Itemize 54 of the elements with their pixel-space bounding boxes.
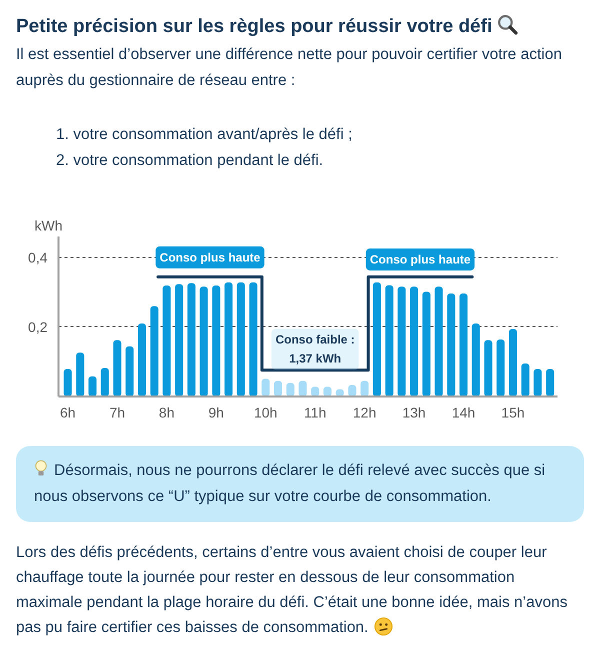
bar [88,376,97,396]
bar [76,352,84,396]
bar [398,286,406,396]
x-tick-label: 7h [109,404,126,420]
chart-title: Petite précision sur les règles pour réussir votre défi [15,15,494,39]
y-tick-label: 0,4 [28,249,48,266]
annotation: Conso plus haute [370,252,471,266]
x-tick-label: 15h [501,404,525,420]
bar [521,363,530,396]
text: 2. votre consommation pendant le défi. [56,151,324,171]
text: Lors des défis précédents, certains d’entre vous avaient choisi de couper leur chauffage toute la journée pour rester en dessous de leur consommation maximale pendant la plage horaire du défi. C’était une bonne idée, mais n’avons pas pu faire certifier ces baisses de consommation. [16,543,568,638]
x-tick-label: 14h [452,404,476,420]
bar [447,294,456,396]
bar [249,282,258,396]
bar [372,282,381,396]
bar [64,369,72,396]
text: 1. votre consommation avant/après le défi ; [56,125,354,145]
bar [224,282,233,396]
bar [236,282,245,396]
bar [459,294,468,396]
bar [150,306,158,396]
bar [496,339,505,396]
bar [100,368,109,396]
bar [410,286,418,396]
bar [508,329,517,396]
bar [212,286,220,396]
bar [385,285,394,396]
x-tick-label: 10h [254,404,278,420]
annotation: Conso faible : 1,37 kWh [275,332,355,366]
text: Désormais, nous ne pourrons déclarer le défi relevé avec succès que si nous observons ce “U” typique sur votre courbe de consommation. [16,446,584,522]
bar [187,283,196,396]
bar [162,286,171,396]
bar [546,369,554,396]
bar [534,369,542,396]
x-tick-label: 8h [158,404,174,420]
x-tick-label: 9h [208,404,224,420]
bar [484,340,492,396]
y-axis-title: kWh [34,218,62,234]
y-tick-label: 0,2 [28,318,48,335]
bar [434,286,443,396]
bar [200,286,208,396]
chart-subtitle: Il est essentiel d’observer une différence nette pour pouvoir certifier votre action auprès du gestionnaire de réseau entre : [15,45,563,91]
x-tick-label: 11h [304,404,326,420]
bar [422,292,430,396]
bar [262,378,270,396]
bar [175,284,184,396]
bar [138,323,146,396]
x-tick-label: 13h [402,404,426,420]
x-tick-label: 12h [352,404,376,420]
bar [126,346,134,396]
annotation: Conso plus haute [160,250,261,264]
bar [113,340,122,396]
x-tick-label: 6h [60,404,76,420]
bar [472,323,480,396]
